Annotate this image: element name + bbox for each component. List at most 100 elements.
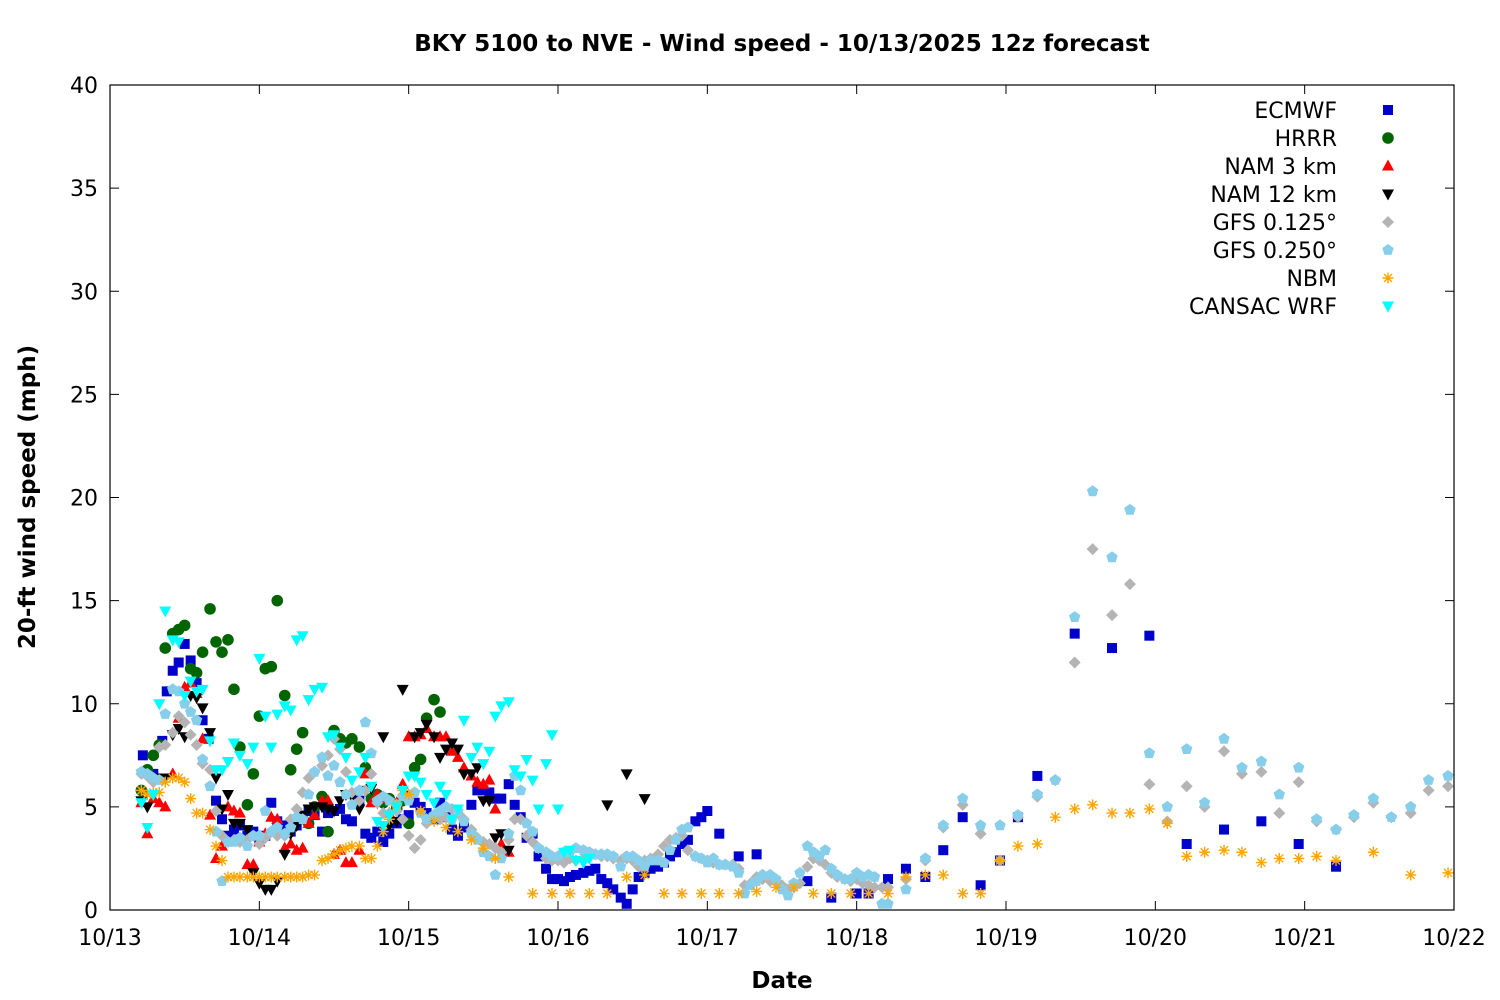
data-point-gfs-0-250	[1069, 611, 1081, 622]
data-point-nbm	[695, 888, 707, 899]
data-point-cansac-wrf	[302, 695, 315, 707]
data-point-nbm	[863, 888, 875, 899]
data-point-cansac-wrf	[247, 742, 260, 754]
data-point-cansac-wrf	[241, 759, 254, 771]
data-point-gfs-0-125	[1422, 784, 1435, 797]
data-point-nam-12-km	[253, 878, 266, 890]
data-point-cansac-wrf	[296, 631, 309, 643]
data-point-gfs-0-250	[1049, 774, 1061, 785]
data-point-gfs-0-250	[210, 825, 222, 837]
data-point-cansac-wrf	[502, 697, 515, 709]
data-point-nbm	[334, 844, 346, 856]
data-point-nbm	[271, 871, 283, 883]
data-point-nbm	[1311, 850, 1323, 862]
data-point-gfs-0-125	[414, 833, 427, 846]
x-tick-label: 10/18	[825, 926, 888, 951]
data-point-cansac-wrf	[359, 752, 372, 764]
data-point-nbm	[241, 871, 253, 883]
data-point-gfs-0-250	[465, 827, 478, 839]
data-point-nbm	[403, 789, 415, 800]
data-point-nam-12-km	[265, 884, 278, 896]
data-point-ecmwf	[509, 799, 520, 810]
data-point-nbm	[428, 815, 440, 827]
data-point-nbm	[285, 871, 297, 883]
data-point-nbm	[658, 888, 670, 899]
data-point-nam-3-km	[296, 841, 309, 853]
data-point-nbm	[1330, 855, 1342, 866]
data-point-cansac-wrf	[204, 736, 217, 748]
x-tick-label: 10/15	[377, 926, 440, 951]
y-tick-label: 35	[70, 177, 98, 202]
data-point-ecmwf	[173, 657, 184, 668]
data-point-nam-3-km	[153, 796, 166, 808]
data-point-nbm	[1031, 838, 1043, 850]
data-point-gfs-0-250	[241, 840, 254, 851]
data-point-gfs-0-250	[1181, 743, 1193, 754]
data-point-ecmwf	[547, 874, 558, 885]
data-point-gfs-0-250	[756, 868, 769, 880]
data-point-cansac-wrf	[259, 711, 272, 723]
data-point-nam-3-km	[159, 800, 172, 812]
legend-label-nbm: NBM	[1286, 267, 1337, 292]
data-point-nbm	[234, 871, 246, 883]
series-cansac-wrf	[135, 606, 596, 870]
data-point-nbm	[1069, 803, 1081, 815]
data-point-nbm	[1161, 817, 1173, 829]
data-point-ecmwf	[665, 851, 675, 862]
data-point-nam-12-km	[210, 773, 223, 785]
data-point-hrrr	[278, 689, 291, 702]
data-point-nam-3-km	[483, 773, 496, 785]
data-point-cansac-wrf	[428, 798, 441, 810]
data-point-cansac-wrf	[457, 715, 470, 727]
data-point-gfs-0-125	[166, 726, 179, 739]
legend-marker-gfs-0-125	[1382, 216, 1394, 228]
data-point-gfs-0-250	[503, 827, 515, 839]
data-point-gfs-0-250	[340, 788, 352, 800]
data-point-gfs-0-250	[489, 868, 501, 880]
data-point-gfs-0-250	[1405, 800, 1417, 812]
data-point-ecmwf	[938, 845, 949, 856]
data-point-gfs-0-250	[520, 817, 533, 829]
data-point-gfs-0-250	[794, 866, 806, 878]
data-point-nam-12-km	[638, 794, 651, 806]
data-point-gfs-0-125	[339, 765, 352, 778]
data-point-gfs-0-125	[1255, 765, 1268, 778]
data-point-gfs-0-250	[253, 829, 265, 841]
data-point-nbm	[503, 871, 515, 883]
data-point-hrrr	[234, 741, 246, 753]
data-point-hrrr	[216, 646, 228, 658]
data-point-nam-3-km	[196, 732, 209, 744]
y-tick-label: 25	[70, 383, 98, 408]
data-point-nbm	[359, 852, 371, 864]
data-point-nam-3-km	[451, 750, 464, 762]
data-point-gfs-0-250	[159, 708, 171, 719]
data-point-ecmwf	[676, 839, 687, 849]
data-point-cansac-wrf	[278, 701, 291, 713]
data-point-nbm	[807, 888, 819, 899]
data-point-gfs-0-250	[1310, 813, 1323, 825]
data-point-ecmwf	[340, 814, 351, 825]
data-point-nbm	[1143, 803, 1155, 815]
data-point-cansac-wrf	[434, 781, 447, 793]
data-point-gfs-0-250	[1218, 732, 1230, 744]
data-point-ecmwf	[1293, 839, 1304, 849]
data-point-nam-3-km	[284, 837, 297, 849]
data-point-nam-12-km	[196, 703, 209, 715]
legend-label-hrrr: HRRR	[1275, 127, 1337, 152]
data-point-gfs-0-250	[937, 819, 949, 831]
data-point-nbm	[179, 776, 191, 788]
data-point-nbm	[825, 888, 837, 899]
data-point-nbm	[253, 871, 265, 883]
data-point-ecmwf	[564, 872, 575, 882]
data-point-hrrr	[159, 642, 172, 654]
data-point-cansac-wrf	[284, 705, 297, 717]
data-point-nbm	[265, 871, 277, 883]
data-point-nbm	[919, 869, 931, 881]
data-point-nam-12-km	[471, 763, 484, 775]
data-point-hrrr	[414, 753, 427, 766]
data-point-cansac-wrf	[445, 814, 458, 826]
data-point-gfs-0-250	[302, 788, 315, 800]
data-point-ecmwf	[602, 878, 613, 889]
data-point-ecmwf	[490, 793, 501, 804]
data-point-gfs-0-250	[1198, 796, 1211, 808]
